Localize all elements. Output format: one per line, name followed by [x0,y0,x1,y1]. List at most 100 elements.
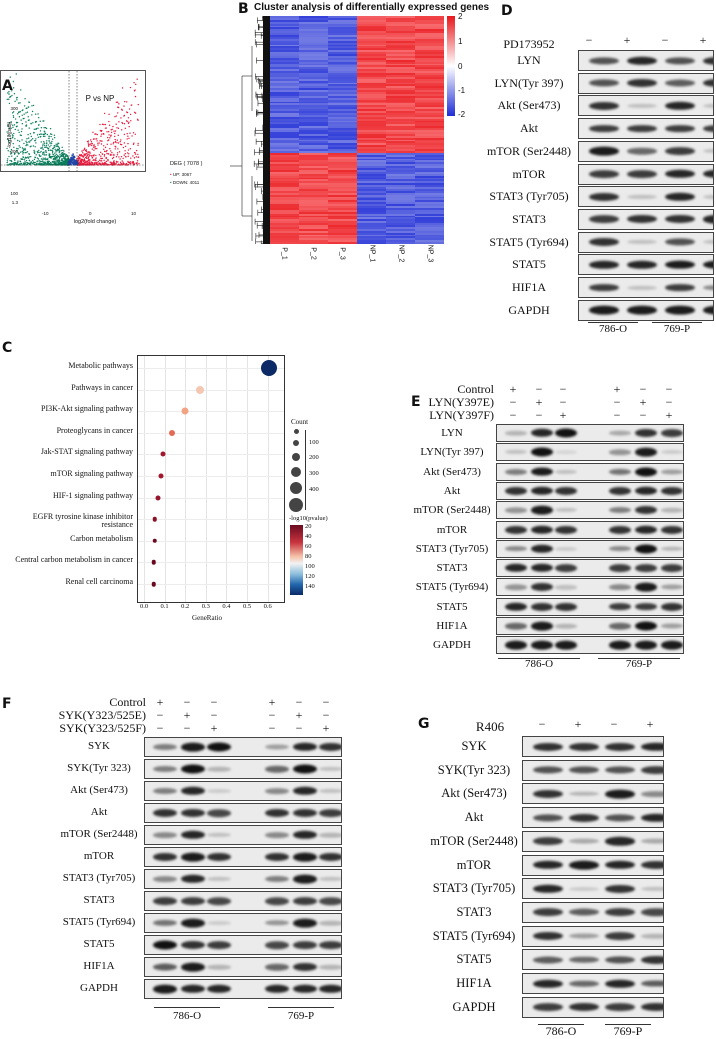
protein-band [531,486,553,496]
treatment-signs: − + − + [578,33,714,47]
panel-d: D PD173952 − + − + LYN LYN(Tyr 397) Akt (Ser4… [480,0,716,340]
pathway-dot [260,360,277,376]
grid-line [138,432,284,434]
panel-letter-a: A [2,78,13,94]
protein-band [635,506,657,515]
blot-strip [144,825,342,845]
protein-band [661,584,683,590]
legend-up-text: UP: 3067 [172,172,192,177]
protein-band [265,852,289,862]
count-tick: 400 [309,486,319,493]
blot-strip [522,830,664,852]
condition-sign: − [613,395,621,409]
protein-band [589,56,619,65]
protein-band [181,874,205,884]
protein-band [635,564,657,572]
protein-band [319,809,341,817]
protein-band [293,786,317,796]
protein-band [569,813,599,822]
protein-band [153,808,177,818]
grid-line [138,454,284,456]
protein-band [635,447,657,457]
protein-band [293,874,317,884]
panel-letter-b: B [238,1,249,17]
xtick-0: 0 [89,211,92,216]
blot-strip [578,186,714,208]
protein-band [703,103,713,108]
panel-letter-g: G [418,716,430,732]
volcano-xlabel: log2(fold change) [73,219,117,225]
blot-strip [144,737,342,757]
protein-band [627,79,657,88]
protein-band [627,170,657,178]
protein-band [533,1003,563,1012]
protein-band [641,908,663,917]
protein-band [703,305,713,315]
protein-band [207,789,231,793]
ytick-100: 100 [10,191,18,196]
protein-band [605,956,635,964]
scale-tick-1: 1 [458,37,463,46]
protein-band [153,984,177,994]
condition-sign: + [509,382,517,396]
protein-band [555,585,577,590]
panel-letter-f: F [2,696,12,712]
protein-band [665,79,695,87]
count-legend-dot [290,482,302,494]
protein-band [635,486,657,496]
condition-sign: − [156,721,164,735]
scale-tick-2: 2 [458,12,463,21]
blot-label: SYK(Tyr 323) [437,762,511,777]
blot-label: mTOR (Ser2448) [60,828,138,840]
blot-strip [522,996,664,1018]
blot-label: Akt (Ser473) [423,465,481,478]
protein-band [265,765,289,773]
protein-band [531,583,553,592]
treatment-label: R406 [475,719,505,734]
pvalue-tick: 20 [305,523,312,530]
protein-band [703,124,713,133]
treatment-sign: − [610,717,618,731]
protein-band [635,583,657,592]
protein-band [627,103,657,108]
blot-stack: LYN LYN(Tyr 397) Akt (Ser473) Akt mTOR (Ser2… [480,50,716,321]
blot-label: LYN(Tyr 397) [420,446,484,459]
protein-band [605,837,635,846]
protein-band [569,1003,599,1012]
pathway-label: Central carbon metabolism in cancer [15,555,133,565]
condition-sign: − [268,708,276,722]
protein-band [605,814,635,822]
protein-band [627,305,657,315]
sample-label: P_3 [338,247,346,260]
protein-band [569,956,599,964]
condition-sign: − [535,408,543,422]
protein-band [531,563,553,573]
blot-strip [496,597,684,616]
protein-band [703,284,713,291]
protein-band [533,766,563,774]
protein-band [589,170,619,178]
cell-line-underline [268,1007,334,1008]
protein-band [533,884,563,893]
pathway-dot [155,495,161,501]
protein-band [609,468,631,475]
protein-band [589,124,619,133]
treatment-label: PD173952 [503,37,555,51]
protein-band [207,742,231,752]
blot-strip [144,781,342,801]
protein-band [265,832,289,838]
protein-band [533,908,563,917]
blot-strip [496,481,684,500]
count-legend-dot [292,453,300,461]
protein-band [505,563,527,573]
condition-sign: − [295,695,303,709]
pathway-label: EGFR tyrosine kinase inhibitor resistanc… [32,512,133,530]
cell-line-786o: 786-O [598,323,628,335]
condition-sign: − [322,708,330,722]
pathway-dot [151,560,156,565]
protein-band [319,832,341,838]
ytick-300: 300 [10,106,18,111]
protein-band [207,766,231,772]
blot-label: STAT3 (Tyr705) [415,542,489,555]
protein-band [661,486,683,495]
